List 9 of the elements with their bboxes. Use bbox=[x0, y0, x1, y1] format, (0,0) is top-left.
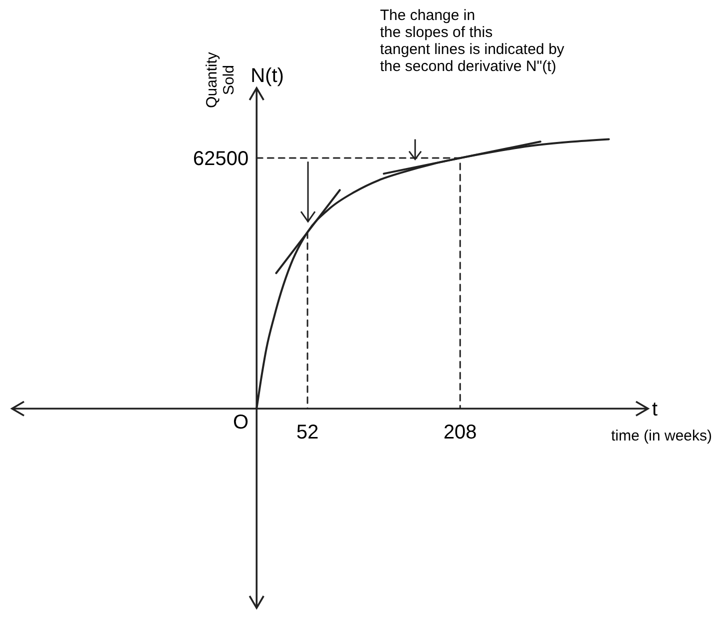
x-tick-label: 52 bbox=[296, 422, 319, 444]
text: N(t) bbox=[250, 65, 284, 87]
text: O bbox=[233, 412, 249, 434]
text: The change in the slopes of this tangent lines is indicated by the second derivative N"(t) bbox=[380, 7, 565, 75]
text: t bbox=[652, 398, 658, 421]
y-axis-title: Quantity Sold bbox=[204, 52, 238, 108]
x-axis-title: time (in weeks) bbox=[611, 428, 712, 445]
annotation: 62500 bbox=[192, 148, 249, 170]
x-tick-label: 208 bbox=[443, 422, 477, 444]
